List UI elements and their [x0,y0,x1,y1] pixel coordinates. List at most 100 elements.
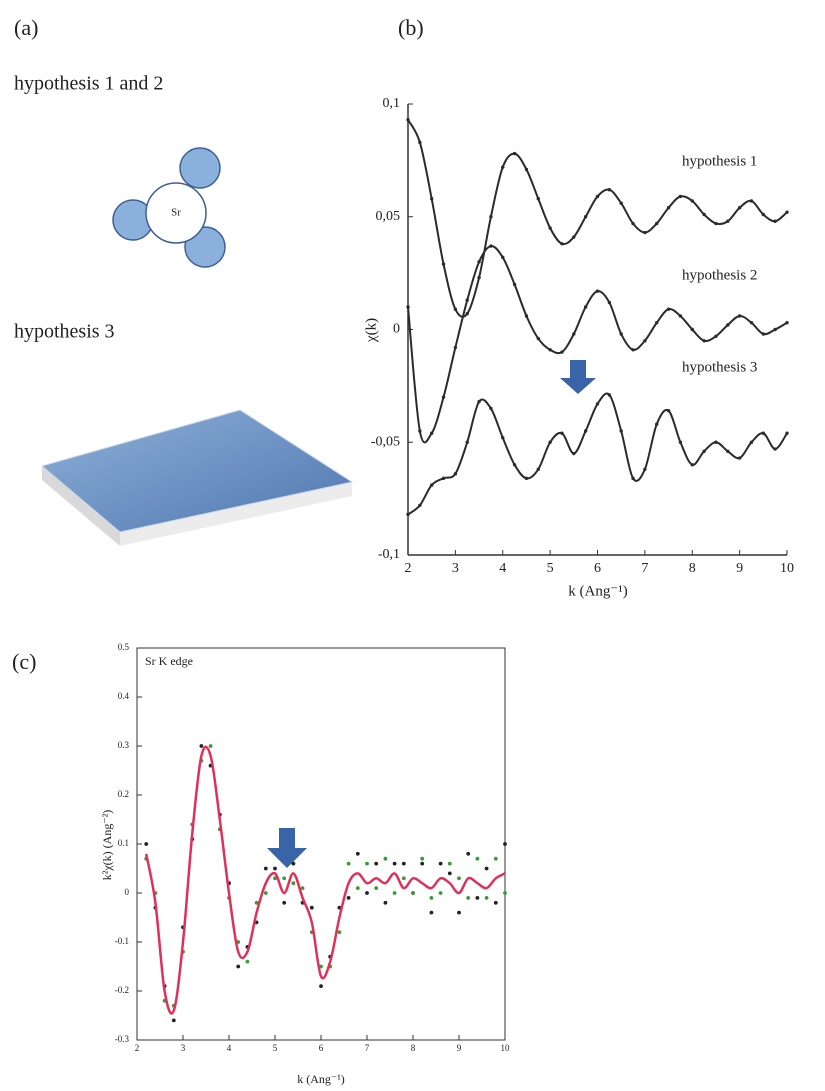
y-tick-label: 0.4 [118,691,130,701]
data-point [418,503,422,508]
data-point [447,861,452,866]
data-point [291,881,296,886]
data-point [171,1018,176,1023]
data-point [631,476,635,481]
x-tick-label: 4 [227,1043,232,1053]
data-point [643,339,647,343]
data-point [655,321,659,325]
y-tick-label: -0.1 [115,936,129,946]
data-point [429,431,434,435]
data-point [678,314,683,318]
data-point [484,866,489,871]
data-point [749,440,754,444]
x-tick-label: 9 [457,1043,462,1053]
data-point [457,910,461,915]
data-point [583,305,588,309]
data-point [572,451,576,456]
x-tick-label: 10 [501,1043,511,1053]
x-tick-label: 7 [365,1043,370,1053]
data-point [785,210,789,214]
data-point [466,896,471,900]
x-tick-label: 6 [319,1043,324,1053]
data-point [477,275,481,280]
center-atom [145,182,207,244]
data-point [773,327,777,332]
data-point [501,436,505,440]
data-point [406,305,410,309]
data-point [282,900,287,905]
data-point [365,861,369,866]
data-point [737,206,742,210]
slab-side [120,482,352,546]
data-point [726,449,730,453]
data-point [761,431,766,435]
data-point [420,861,425,866]
data-point [489,244,493,248]
data-point [583,429,588,433]
data-point [726,219,730,223]
data-point [607,187,612,192]
data-point [737,456,742,460]
data-point [263,866,268,871]
arrow [267,360,596,868]
data-point [690,327,694,332]
data-point [607,393,612,397]
data-point [512,463,517,467]
data-point [208,744,213,748]
data-point [441,476,446,481]
data-point [678,194,683,199]
data-point [453,472,458,476]
data-point [631,221,635,226]
data-point [475,856,480,861]
data-point [401,861,406,866]
data-point [406,118,410,122]
data-point [418,429,422,433]
panel-label: (a) [14,15,38,40]
data-point [714,334,718,338]
data-point [429,197,434,201]
data-point [655,422,659,426]
data-point [438,861,443,866]
data-point [595,194,600,199]
data-point [489,215,493,219]
data-point [254,900,259,905]
data-point [619,201,623,205]
x-tick-label: 3 [452,561,459,576]
data-point [560,350,564,354]
data-point [441,262,446,266]
data-point [429,483,434,487]
atom-label: Sr [171,207,181,219]
data-point [501,165,505,169]
data-point [607,300,612,305]
data-point [477,399,481,404]
series-line [407,119,788,318]
series-label: hypothesis 1 [682,153,757,169]
data-point [392,861,397,866]
data-point [619,332,623,336]
data-point [346,861,351,866]
data-point [273,876,277,881]
data-point [512,282,517,287]
data-point [702,212,706,217]
data-point [773,447,777,451]
slab-side [42,466,120,546]
data-point [406,512,410,517]
y-tick-label: 0,05 [376,209,401,224]
arrow-shape [560,360,596,394]
data-point [291,861,296,866]
data-point [438,891,443,895]
y-tick-label: 0 [393,322,400,337]
data-point [536,467,540,472]
data-point [144,842,149,846]
data-point [453,345,458,350]
panel-label: (c) [12,649,36,674]
x-tick-label: 10 [780,561,794,576]
data-point [503,842,507,846]
data-point [619,429,623,433]
y-axis-label: k²χ(k) (Ang⁻²) [100,810,114,881]
data-point [595,402,600,406]
data-point [548,348,552,352]
data-point [401,876,406,881]
data-point [761,332,766,336]
